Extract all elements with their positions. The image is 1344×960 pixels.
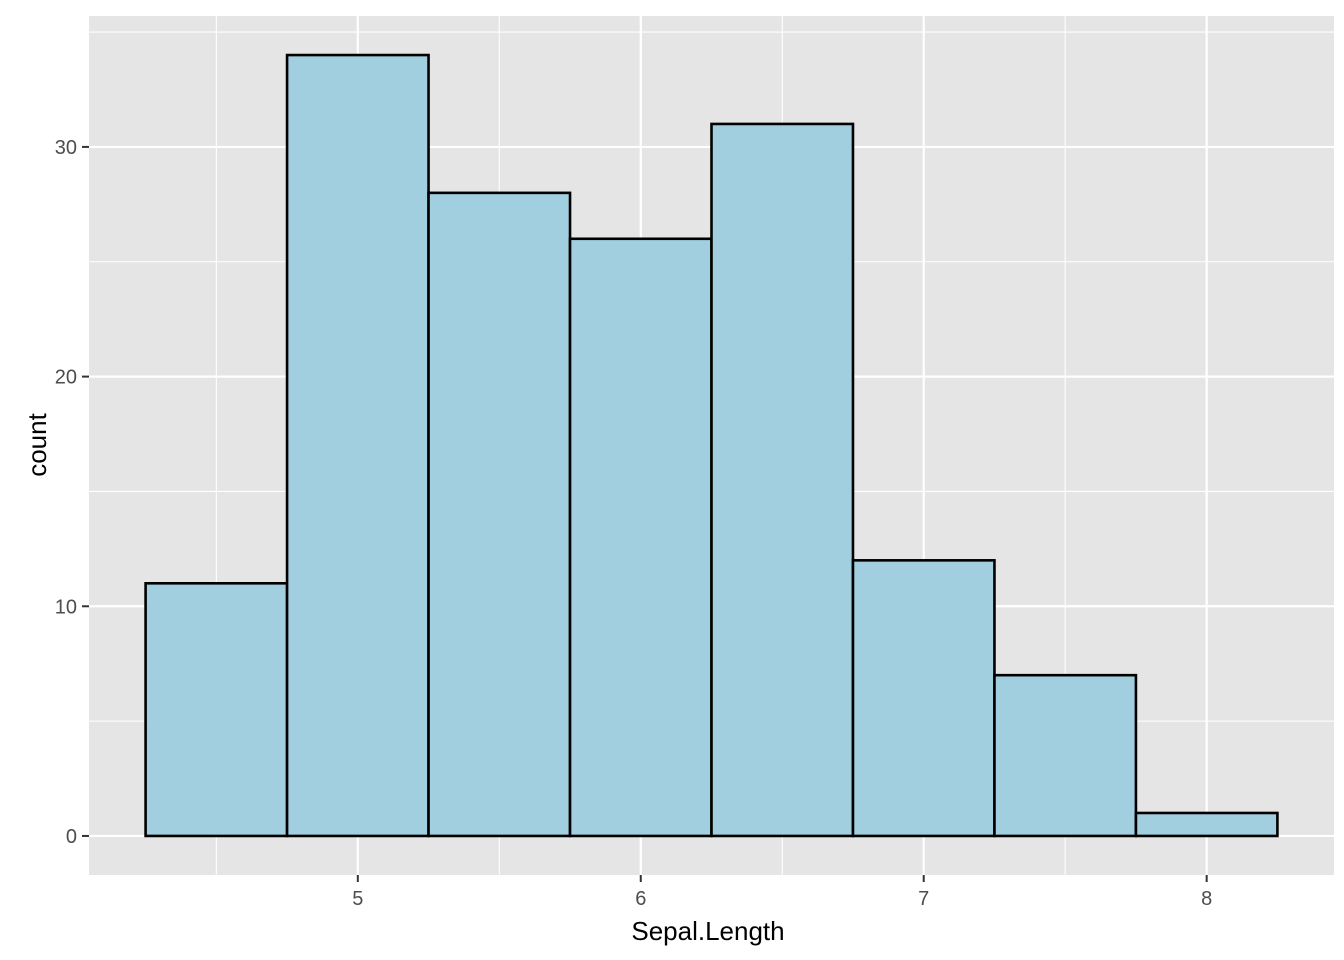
histogram-bar xyxy=(993,673,1138,838)
y-tick-label: 20 xyxy=(55,367,77,389)
x-tick-label: 5 xyxy=(352,888,363,910)
y-tick-label: 10 xyxy=(55,596,77,618)
x-axis-title: Sepal.Length xyxy=(631,916,784,946)
histogram-bar xyxy=(1134,811,1279,838)
histogram-bar xyxy=(568,237,713,838)
histogram-bar xyxy=(710,122,855,838)
histogram-bar xyxy=(144,582,289,838)
y-tick-label: 30 xyxy=(55,137,77,159)
histogram-bar xyxy=(427,191,572,838)
x-tick-label: 7 xyxy=(918,888,929,910)
y-axis: 0 10 20 30 xyxy=(55,137,89,848)
x-tick-label: 8 xyxy=(1201,888,1212,910)
y-axis-title: count xyxy=(22,412,52,476)
x-axis: 5 6 7 8 xyxy=(352,875,1212,910)
histogram-bar xyxy=(851,559,996,838)
histogram-bars xyxy=(144,53,1279,838)
x-tick-label: 6 xyxy=(635,888,646,910)
y-tick-label: 0 xyxy=(66,826,77,848)
histogram-bar xyxy=(285,53,430,838)
